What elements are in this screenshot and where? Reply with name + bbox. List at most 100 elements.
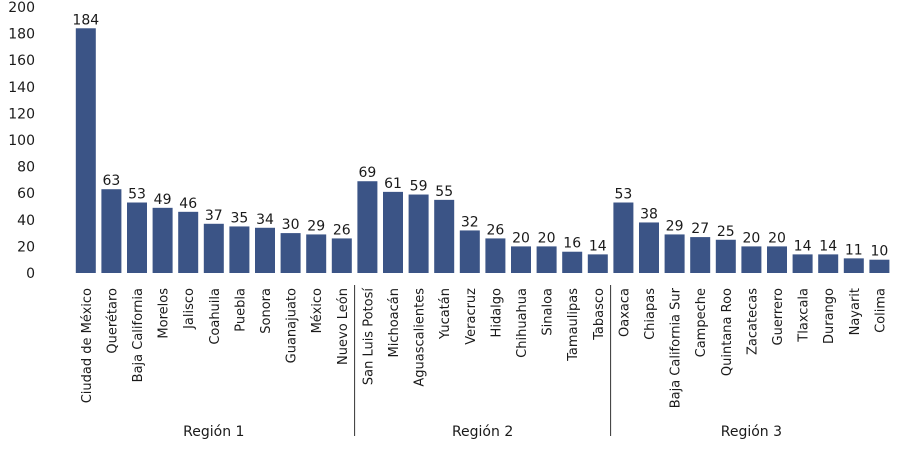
x-tick-label: Chihuahua xyxy=(515,288,530,358)
x-tick-label: Guanajuato xyxy=(285,288,300,363)
bar xyxy=(639,222,659,273)
x-tick-label: Morelos xyxy=(157,288,172,339)
x-tick-label: Baja California Sur xyxy=(669,287,684,408)
y-tick-label: 120 xyxy=(8,106,35,122)
bar xyxy=(383,191,403,273)
group-label: Región 1 xyxy=(183,424,244,440)
bar-value-label: 11 xyxy=(845,242,863,258)
bar xyxy=(818,254,839,273)
bar-value-label: 26 xyxy=(486,222,504,238)
bar-value-label: 25 xyxy=(717,224,735,240)
x-tick-label: Zacatecas xyxy=(745,288,760,355)
bar-value-label: 69 xyxy=(358,165,376,181)
bar-value-label: 27 xyxy=(691,221,709,237)
bar xyxy=(357,181,378,273)
x-tick-label: Guerrero xyxy=(771,288,786,346)
x-tick-label: Nayarit xyxy=(848,288,863,335)
bar-value-label: 32 xyxy=(461,214,479,230)
bar-value-label: 63 xyxy=(102,173,120,189)
y-tick-label: 100 xyxy=(8,133,35,149)
bar xyxy=(203,223,224,273)
bar xyxy=(459,230,480,273)
bar xyxy=(792,254,813,273)
x-tick-label: Tlaxcala xyxy=(797,288,812,343)
y-tick-label: 180 xyxy=(8,27,35,43)
group-label: Región 3 xyxy=(721,424,782,440)
bar xyxy=(408,194,429,273)
bar-value-label: 20 xyxy=(742,230,760,246)
x-tick-label: Aguascalientes xyxy=(413,288,428,387)
bar xyxy=(664,234,685,273)
bar-value-label: 59 xyxy=(410,179,428,195)
group-label: Región 2 xyxy=(452,424,513,440)
bar-value-label: 14 xyxy=(794,238,812,254)
bar xyxy=(690,237,711,273)
bar xyxy=(152,207,173,273)
bar-value-label: 29 xyxy=(666,218,684,234)
x-tick-label: Nuevo León xyxy=(336,288,351,365)
y-tick-label: 200 xyxy=(8,0,35,16)
bar-value-label: 34 xyxy=(256,212,274,228)
x-tick-label: Chiapas xyxy=(643,288,658,340)
bar xyxy=(101,189,122,273)
y-tick-label: 40 xyxy=(17,213,35,229)
y-tick-label: 80 xyxy=(17,160,35,176)
x-tick-label: Ciudad de México xyxy=(80,288,95,403)
bar-value-label: 14 xyxy=(819,238,837,254)
y-tick-label: 140 xyxy=(8,80,35,96)
bar xyxy=(280,233,301,273)
bar-value-label: 37 xyxy=(205,208,223,224)
y-tick-label: 60 xyxy=(17,186,35,202)
x-tick-label: San Luis Potosí xyxy=(361,288,376,386)
x-tick-label: Durango xyxy=(822,288,837,344)
bar xyxy=(127,202,147,273)
y-tick-label: 0 xyxy=(26,266,35,282)
bar-value-label: 16 xyxy=(563,236,581,252)
bar-value-label: 46 xyxy=(179,196,197,212)
bar xyxy=(536,246,557,273)
bar xyxy=(613,202,634,273)
bar-value-label: 53 xyxy=(614,187,632,203)
x-tick-label: Veracruz xyxy=(464,288,479,345)
x-tick-label: Yucatán xyxy=(438,288,453,340)
x-tick-label: Campeche xyxy=(694,288,709,357)
bar xyxy=(434,199,455,273)
x-tick-label: Oaxaca xyxy=(617,288,632,337)
y-tick-label: 20 xyxy=(17,239,35,255)
bar-value-label: 20 xyxy=(512,230,530,246)
x-tick-label: Michoacán xyxy=(387,288,402,358)
bar-value-label: 10 xyxy=(870,244,888,260)
bar-value-label: 26 xyxy=(333,222,351,238)
bar xyxy=(331,238,352,273)
bar xyxy=(869,259,890,273)
bar-value-label: 184 xyxy=(72,12,99,28)
x-tick-label: Colima xyxy=(873,288,888,333)
bar-value-label: 35 xyxy=(230,210,248,226)
x-tick-label: Tamaulipas xyxy=(566,288,581,362)
x-tick-label: Tabasco xyxy=(592,288,607,341)
bar xyxy=(229,226,250,273)
bar-value-label: 20 xyxy=(768,230,786,246)
x-tick-label: México xyxy=(310,288,325,333)
bar-value-label: 55 xyxy=(435,184,453,200)
x-tick-label: Sinaloa xyxy=(541,288,556,336)
bar xyxy=(843,258,864,273)
bar-value-label: 20 xyxy=(538,230,556,246)
bar xyxy=(715,239,736,273)
x-tick-label: Quintana Roo xyxy=(720,288,735,376)
bar-value-label: 30 xyxy=(282,217,300,233)
x-tick-label: Sonora xyxy=(259,288,274,334)
x-tick-label: Puebla xyxy=(233,288,248,332)
bar xyxy=(485,238,506,273)
bar xyxy=(75,28,96,274)
x-tick-label: Querétaro xyxy=(105,288,120,354)
bar xyxy=(306,234,327,273)
x-tick-label: Jalisco xyxy=(182,288,197,330)
bar xyxy=(255,227,275,273)
x-tick-label: Baja California xyxy=(131,288,146,382)
bar-value-label: 29 xyxy=(307,218,325,234)
bar-value-label: 53 xyxy=(128,187,146,203)
y-tick-label: 160 xyxy=(8,53,35,69)
